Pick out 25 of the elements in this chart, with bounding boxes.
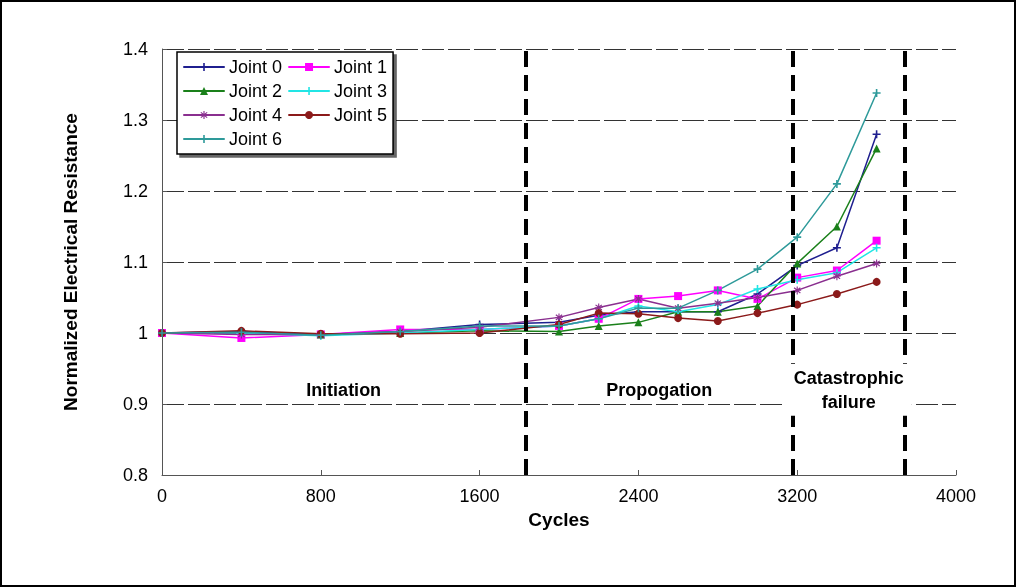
x-tick-label: 800 [305,486,336,506]
x-tick-label: 1600 [459,486,500,506]
legend-label: Joint 2 [229,81,283,101]
y-tick-label: 0.8 [122,465,148,485]
x-tick-label: 3200 [777,486,818,506]
legend-label: Joint 4 [229,105,283,125]
legend-label: Joint 5 [334,105,388,125]
y-tick-label: 1.2 [122,181,148,201]
annotation: Catastrophic failure [793,367,904,412]
annotation: Initiation [306,379,382,400]
legend-label: Joint 0 [229,57,283,77]
y-tick-label: 1 [137,323,148,343]
x-axis-title: Cycles [528,508,590,530]
y-tick-label: 1.3 [122,110,148,130]
x-tick-label: 2400 [618,486,659,506]
legend-label: Joint 1 [334,57,388,77]
legend-label: Joint 3 [334,81,388,101]
y-tick-label: 1.1 [122,252,148,272]
legend-label: Joint 6 [229,129,283,149]
annotation: Propogation [606,379,713,400]
y-tick-label: 0.9 [122,394,148,414]
y-tick-label: 1.4 [122,39,148,59]
x-tick-label: 4000 [935,486,977,506]
x-tick-label: 0 [156,486,168,506]
y-axis-title: Normalized Electrical Resistance [60,113,81,411]
